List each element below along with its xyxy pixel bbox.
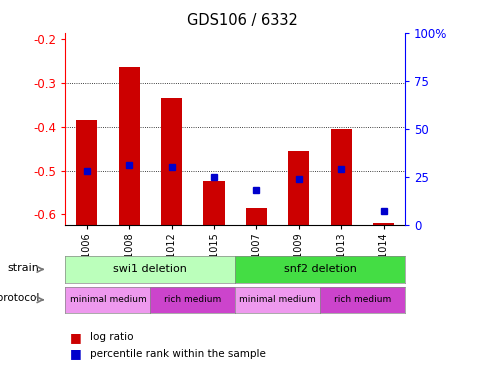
Text: snf2 deletion: snf2 deletion <box>283 264 356 274</box>
Bar <box>76 120 97 225</box>
Text: rich medium: rich medium <box>333 295 391 304</box>
Bar <box>161 98 182 225</box>
Text: ■: ■ <box>70 347 82 361</box>
Text: rich medium: rich medium <box>164 295 221 304</box>
Text: percentile rank within the sample: percentile rank within the sample <box>90 349 265 359</box>
Text: GDS106 / 6332: GDS106 / 6332 <box>187 13 297 28</box>
Text: growth protocol: growth protocol <box>0 294 39 303</box>
Bar <box>203 182 224 225</box>
Bar <box>330 129 351 225</box>
Text: minimal medium: minimal medium <box>69 295 146 304</box>
Bar <box>287 151 309 225</box>
Bar <box>245 208 267 225</box>
Text: log ratio: log ratio <box>90 332 133 343</box>
Text: ■: ■ <box>70 331 82 344</box>
Text: minimal medium: minimal medium <box>239 295 316 304</box>
Text: swi1 deletion: swi1 deletion <box>113 264 187 274</box>
Bar <box>118 67 139 225</box>
Bar <box>372 223 393 225</box>
Text: strain: strain <box>7 263 39 273</box>
